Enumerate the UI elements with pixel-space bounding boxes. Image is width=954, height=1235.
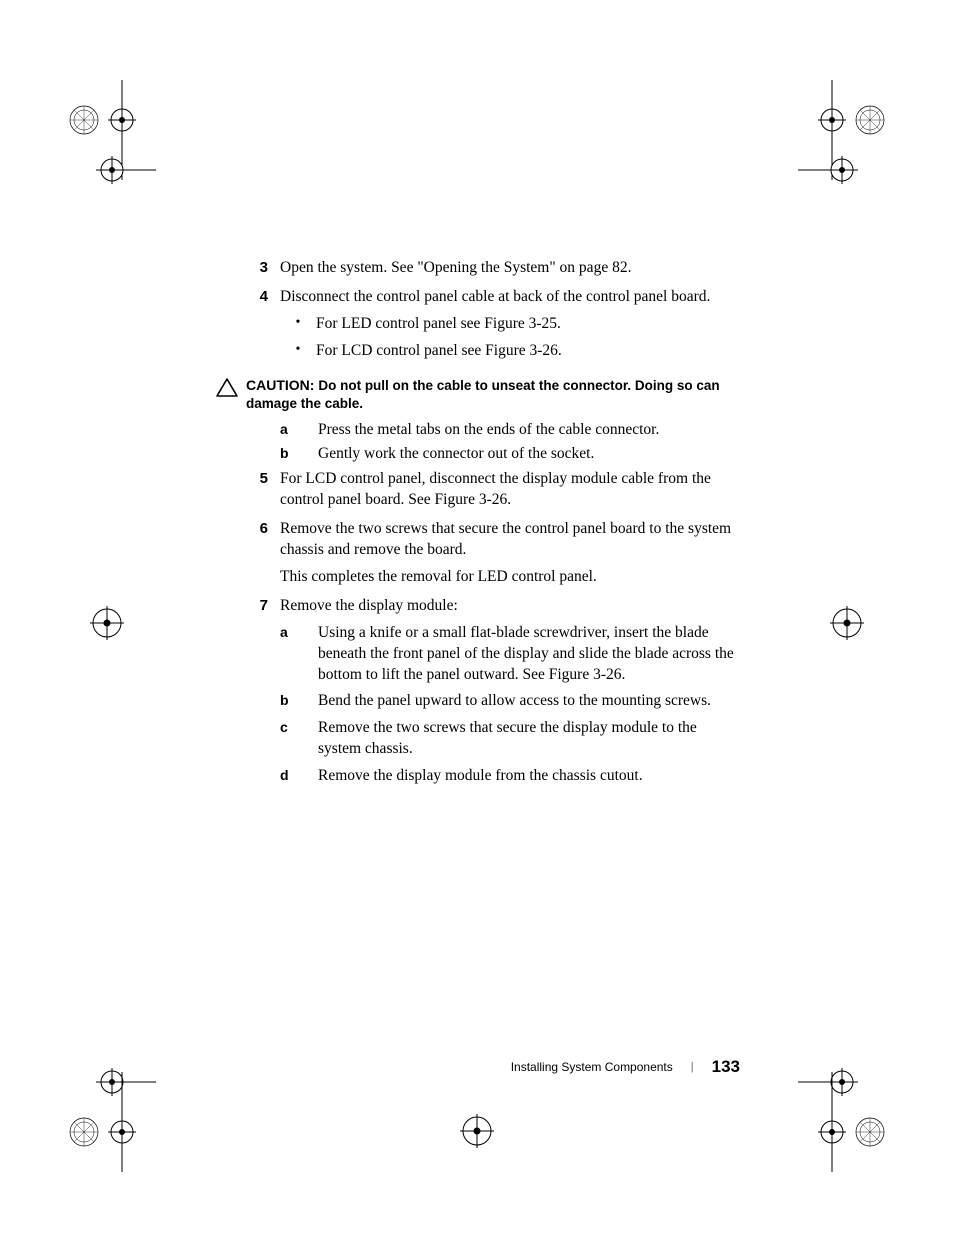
page-content: 3 Open the system. See "Opening the Syst…: [240, 258, 740, 801]
crop-mark-ml: [82, 598, 132, 653]
substep-a: a Press the metal tabs on the ends of th…: [280, 421, 740, 439]
footer-section: Installing System Components: [511, 1060, 673, 1074]
crop-mark-br: [798, 1042, 888, 1177]
step-number: 3: [240, 258, 280, 279]
crop-mark-tr: [798, 80, 888, 215]
bullet-text: For LED control panel see Figure 3-25.: [316, 314, 740, 335]
bullet-text: For LCD control panel see Figure 3-26.: [316, 341, 740, 362]
substep-text: Using a knife or a small flat-blade scre…: [318, 623, 740, 686]
step-6: 6 Remove the two screws that secure the …: [240, 519, 740, 588]
substep-b: b Gently work the connector out of the s…: [280, 445, 740, 463]
step-5: 5 For LCD control panel, disconnect the …: [240, 469, 740, 511]
substep-letter: a: [280, 421, 318, 439]
bullet-item: • For LED control panel see Figure 3-25.: [280, 314, 740, 335]
substep-b: b Bend the panel upward to allow access …: [280, 691, 740, 712]
step-body: Remove the two screws that secure the co…: [280, 519, 740, 588]
page-footer: Installing System Components | 133: [511, 1057, 740, 1077]
step-para: This completes the removal for LED contr…: [280, 567, 740, 588]
substep-text: Remove the two screws that secure the di…: [318, 718, 740, 760]
step-text: Disconnect the control panel cable at ba…: [280, 288, 710, 305]
substep-letter: a: [280, 623, 318, 686]
step-text: For LCD control panel, disconnect the di…: [280, 469, 740, 511]
caution-body: Do not pull on the cable to unseat the c…: [246, 378, 720, 411]
substep-letter: c: [280, 718, 318, 760]
substep-text: Remove the display module from the chass…: [318, 766, 740, 787]
substep-text: Bend the panel upward to allow access to…: [318, 691, 740, 712]
crop-mark-bc: [452, 1106, 502, 1161]
step-text: Open the system. See "Opening the System…: [280, 258, 740, 279]
substep-a: a Using a knife or a small flat-blade sc…: [280, 623, 740, 686]
step-number: 7: [240, 596, 280, 793]
substep-letter: d: [280, 766, 318, 787]
step-3: 3 Open the system. See "Opening the Syst…: [240, 258, 740, 279]
step-text: Remove the two screws that secure the co…: [280, 520, 731, 558]
substep-text: Press the metal tabs on the ends of the …: [318, 421, 740, 439]
substep-text: Gently work the connector out of the soc…: [318, 445, 740, 463]
caution-block: CAUTION: Do not pull on the cable to uns…: [216, 376, 740, 413]
step-4: 4 Disconnect the control panel cable at …: [240, 287, 740, 368]
crop-mark-mr: [822, 598, 872, 653]
crop-mark-tl: [66, 80, 156, 215]
step-body: Disconnect the control panel cable at ba…: [280, 287, 740, 368]
crop-mark-bl: [66, 1042, 156, 1177]
substep-d: d Remove the display module from the cha…: [280, 766, 740, 787]
footer-separator: |: [691, 1061, 694, 1073]
bullet-icon: •: [280, 314, 316, 335]
substep-letter: b: [280, 691, 318, 712]
step-text: Remove the display module:: [280, 597, 458, 614]
caution-icon: [216, 376, 240, 413]
bullet-item: • For LCD control panel see Figure 3-26.: [280, 341, 740, 362]
footer-page-number: 133: [712, 1057, 740, 1077]
substep-letter: b: [280, 445, 318, 463]
bullet-icon: •: [280, 341, 316, 362]
substep-c: c Remove the two screws that secure the …: [280, 718, 740, 760]
caution-text: CAUTION: Do not pull on the cable to uns…: [240, 376, 740, 413]
step-number: 6: [240, 519, 280, 588]
caution-label: CAUTION:: [246, 377, 318, 393]
step-body: Remove the display module: a Using a kni…: [280, 596, 740, 793]
step-number: 5: [240, 469, 280, 511]
step-7: 7 Remove the display module: a Using a k…: [240, 596, 740, 793]
step-number: 4: [240, 287, 280, 368]
